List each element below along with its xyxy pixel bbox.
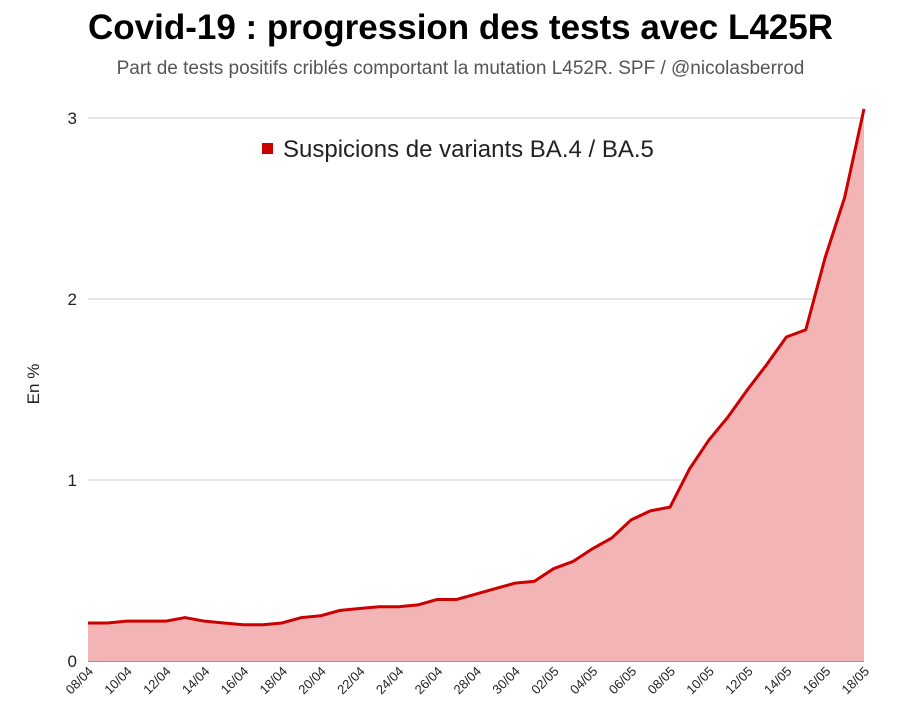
x-tick-label: 12/04: [140, 664, 174, 698]
legend-swatch: [262, 143, 273, 154]
series-area: [88, 108, 864, 661]
x-tick-label: 22/04: [334, 664, 368, 698]
y-tick-label: 3: [68, 109, 77, 128]
x-tick-label: 18/05: [839, 664, 873, 698]
x-tick-label: 06/05: [606, 664, 640, 698]
legend: Suspicions de variants BA.4 / BA.5: [262, 136, 654, 163]
chart-title: Covid-19 : progression des tests avec L4…: [88, 8, 833, 47]
x-tick-label: 16/04: [218, 664, 252, 698]
x-tick-label: 16/05: [800, 664, 834, 698]
x-tick-label: 10/05: [683, 664, 717, 698]
x-tick-label: 18/04: [257, 664, 291, 698]
x-tick-label: 08/05: [645, 664, 679, 698]
x-tick-label: 10/04: [101, 664, 135, 698]
x-tick-label: 24/04: [373, 664, 407, 698]
x-tick-label: 26/04: [412, 664, 446, 698]
y-tick-label: 1: [68, 471, 77, 490]
chart-subtitle: Part de tests positifs criblés comportan…: [116, 58, 805, 79]
x-tick-label: 02/05: [528, 664, 562, 698]
series-line: [88, 108, 866, 627]
y-tick-label: 0: [68, 652, 77, 671]
x-tick-label: 14/04: [179, 664, 213, 698]
x-tick-label: 04/05: [567, 664, 601, 698]
x-tick-label: 20/04: [295, 664, 329, 698]
x-tick-label: 12/05: [722, 664, 756, 698]
x-tick-label: 14/05: [761, 664, 795, 698]
x-tick-label: 30/04: [489, 664, 523, 698]
x-tick-label: 28/04: [451, 664, 485, 698]
y-axis-label: En %: [24, 364, 43, 405]
y-tick-label: 2: [68, 290, 77, 309]
legend-label: Suspicions de variants BA.4 / BA.5: [283, 136, 654, 163]
